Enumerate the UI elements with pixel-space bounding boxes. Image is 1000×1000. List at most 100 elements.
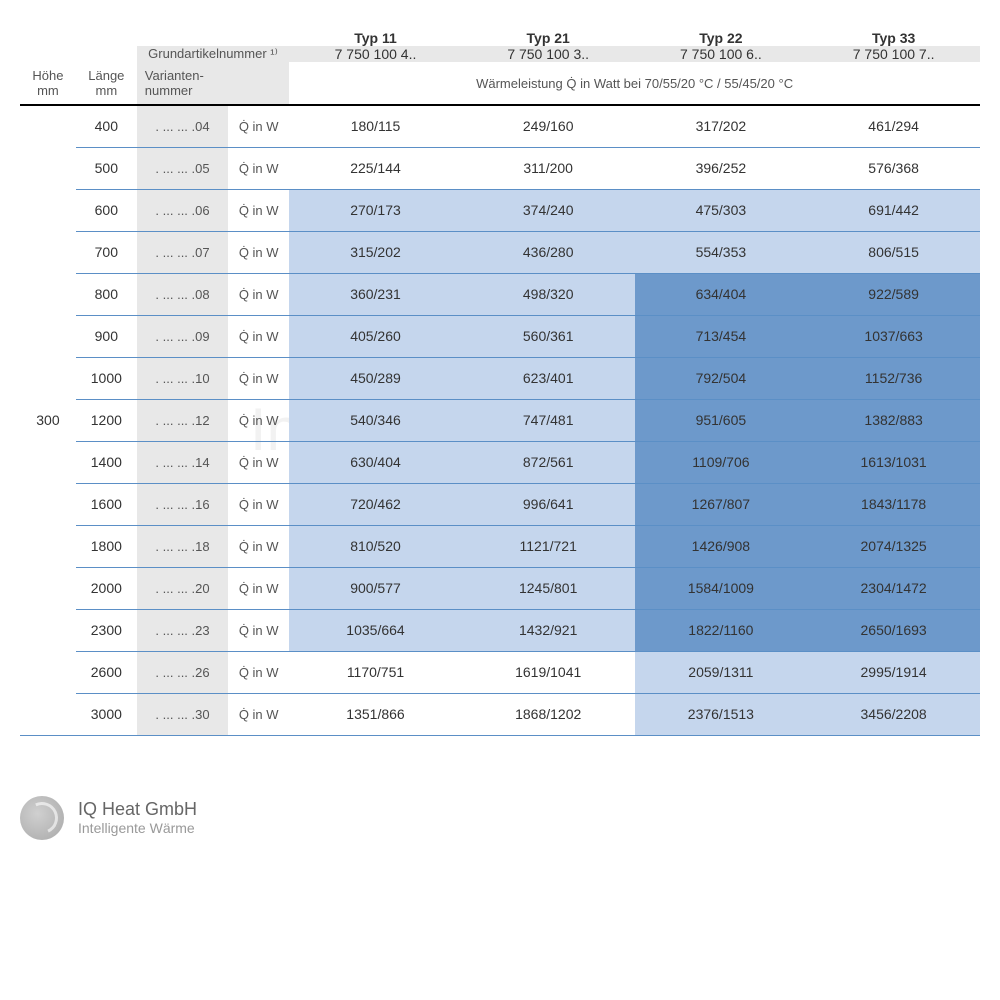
variant-cell: . ... ... .10 <box>137 357 228 399</box>
table-row: 1400. ... ... .14Q̇ in W630/404872/56111… <box>20 441 980 483</box>
laenge-cell: 2000 <box>76 567 137 609</box>
table-row: 2300. ... ... .23Q̇ in W1035/6641432/921… <box>20 609 980 651</box>
data-cell: 180/115 <box>289 105 462 147</box>
power-caption: Wärmeleistung Q̇ in Watt bei 70/55/20 °C… <box>289 62 980 105</box>
data-cell: 560/361 <box>462 315 635 357</box>
unit-cell: Q̇ in W <box>228 273 289 315</box>
data-cell: 1619/1041 <box>462 651 635 693</box>
grund-label: Grundartikelnummer ¹⁾ <box>137 46 289 62</box>
table-row: 500. ... ... .05Q̇ in W225/144311/200396… <box>20 147 980 189</box>
unit-cell: Q̇ in W <box>228 441 289 483</box>
unit-cell: Q̇ in W <box>228 231 289 273</box>
sub-header-row: Höhe mm Länge mm Varianten- nummer Wärme… <box>20 62 980 105</box>
grund-val-2: 7 750 100 6.. <box>635 46 808 62</box>
data-cell: 1843/1178 <box>807 483 980 525</box>
data-cell: 450/289 <box>289 357 462 399</box>
data-cell: 810/520 <box>289 525 462 567</box>
data-cell: 1613/1031 <box>807 441 980 483</box>
data-cell: 2059/1311 <box>635 651 808 693</box>
laenge-cell: 1400 <box>76 441 137 483</box>
data-cell: 951/605 <box>635 399 808 441</box>
data-cell: 634/404 <box>635 273 808 315</box>
data-cell: 713/454 <box>635 315 808 357</box>
logo-icon <box>20 796 64 840</box>
data-cell: 2995/1914 <box>807 651 980 693</box>
laenge-cell: 500 <box>76 147 137 189</box>
unit-cell: Q̇ in W <box>228 651 289 693</box>
table-row: 1000. ... ... .10Q̇ in W450/289623/40179… <box>20 357 980 399</box>
data-cell: 630/404 <box>289 441 462 483</box>
data-cell: 872/561 <box>462 441 635 483</box>
variant-cell: . ... ... .06 <box>137 189 228 231</box>
laenge-cell: 2300 <box>76 609 137 651</box>
data-cell: 1426/908 <box>635 525 808 567</box>
table-row: 900. ... ... .09Q̇ in W405/260560/361713… <box>20 315 980 357</box>
laenge-cell: 1800 <box>76 525 137 567</box>
data-cell: 2074/1325 <box>807 525 980 567</box>
data-cell: 1152/736 <box>807 357 980 399</box>
varianten-header: Varianten- nummer <box>137 62 289 105</box>
data-cell: 576/368 <box>807 147 980 189</box>
variant-cell: . ... ... .04 <box>137 105 228 147</box>
grund-val-0: 7 750 100 4.. <box>289 46 462 62</box>
laenge-cell: 1200 <box>76 399 137 441</box>
data-cell: 623/401 <box>462 357 635 399</box>
data-cell: 1868/1202 <box>462 693 635 735</box>
variant-cell: . ... ... .14 <box>137 441 228 483</box>
data-cell: 498/320 <box>462 273 635 315</box>
footer-tagline: Intelligente Wärme <box>78 820 197 836</box>
laenge-cell: 3000 <box>76 693 137 735</box>
data-cell: 1432/921 <box>462 609 635 651</box>
data-cell: 360/231 <box>289 273 462 315</box>
laenge-cell: 900 <box>76 315 137 357</box>
unit-cell: Q̇ in W <box>228 525 289 567</box>
data-cell: 996/641 <box>462 483 635 525</box>
variant-cell: . ... ... .08 <box>137 273 228 315</box>
unit-cell: Q̇ in W <box>228 609 289 651</box>
laenge-header: Länge mm <box>76 62 137 105</box>
data-cell: 1245/801 <box>462 567 635 609</box>
laenge-cell: 600 <box>76 189 137 231</box>
variant-cell: . ... ... .16 <box>137 483 228 525</box>
table-row: 600. ... ... .06Q̇ in W270/173374/240475… <box>20 189 980 231</box>
table-row: 1200. ... ... .12Q̇ in W540/346747/48195… <box>20 399 980 441</box>
variant-cell: . ... ... .26 <box>137 651 228 693</box>
data-cell: 720/462 <box>289 483 462 525</box>
laenge-cell: 400 <box>76 105 137 147</box>
table-row: 1800. ... ... .18Q̇ in W810/5201121/7211… <box>20 525 980 567</box>
footer-company: IQ Heat GmbH <box>78 799 197 820</box>
table-row: 1600. ... ... .16Q̇ in W720/462996/64112… <box>20 483 980 525</box>
variant-cell: . ... ... .20 <box>137 567 228 609</box>
typ-col-2: Typ 22 <box>635 30 808 46</box>
unit-cell: Q̇ in W <box>228 147 289 189</box>
table-row: 700. ... ... .07Q̇ in W315/202436/280554… <box>20 231 980 273</box>
unit-cell: Q̇ in W <box>228 315 289 357</box>
typ-col-3: Typ 33 <box>807 30 980 46</box>
variant-cell: . ... ... .09 <box>137 315 228 357</box>
data-cell: 317/202 <box>635 105 808 147</box>
data-cell: 1351/866 <box>289 693 462 735</box>
variant-cell: . ... ... .23 <box>137 609 228 651</box>
table-row: 3000. ... ... .30Q̇ in W1351/8661868/120… <box>20 693 980 735</box>
hoehe-header: Höhe mm <box>20 62 76 105</box>
unit-cell: Q̇ in W <box>228 567 289 609</box>
variant-cell: . ... ... .07 <box>137 231 228 273</box>
laenge-cell: 1600 <box>76 483 137 525</box>
data-cell: 806/515 <box>807 231 980 273</box>
data-cell: 1267/807 <box>635 483 808 525</box>
data-cell: 900/577 <box>289 567 462 609</box>
data-cell: 691/442 <box>807 189 980 231</box>
data-cell: 249/160 <box>462 105 635 147</box>
unit-cell: Q̇ in W <box>228 483 289 525</box>
data-cell: 475/303 <box>635 189 808 231</box>
hoehe-value: 300 <box>20 105 76 735</box>
laenge-cell: 800 <box>76 273 137 315</box>
data-cell: 1109/706 <box>635 441 808 483</box>
typ-col-0: Typ 11 <box>289 30 462 46</box>
heat-output-table: Typ 11 Typ 21 Typ 22 Typ 33 Grundartikel… <box>20 30 980 736</box>
laenge-cell: 2600 <box>76 651 137 693</box>
table-row: 2000. ... ... .20Q̇ in W900/5771245/8011… <box>20 567 980 609</box>
grund-val-3: 7 750 100 7.. <box>807 46 980 62</box>
variant-cell: . ... ... .30 <box>137 693 228 735</box>
data-cell: 270/173 <box>289 189 462 231</box>
